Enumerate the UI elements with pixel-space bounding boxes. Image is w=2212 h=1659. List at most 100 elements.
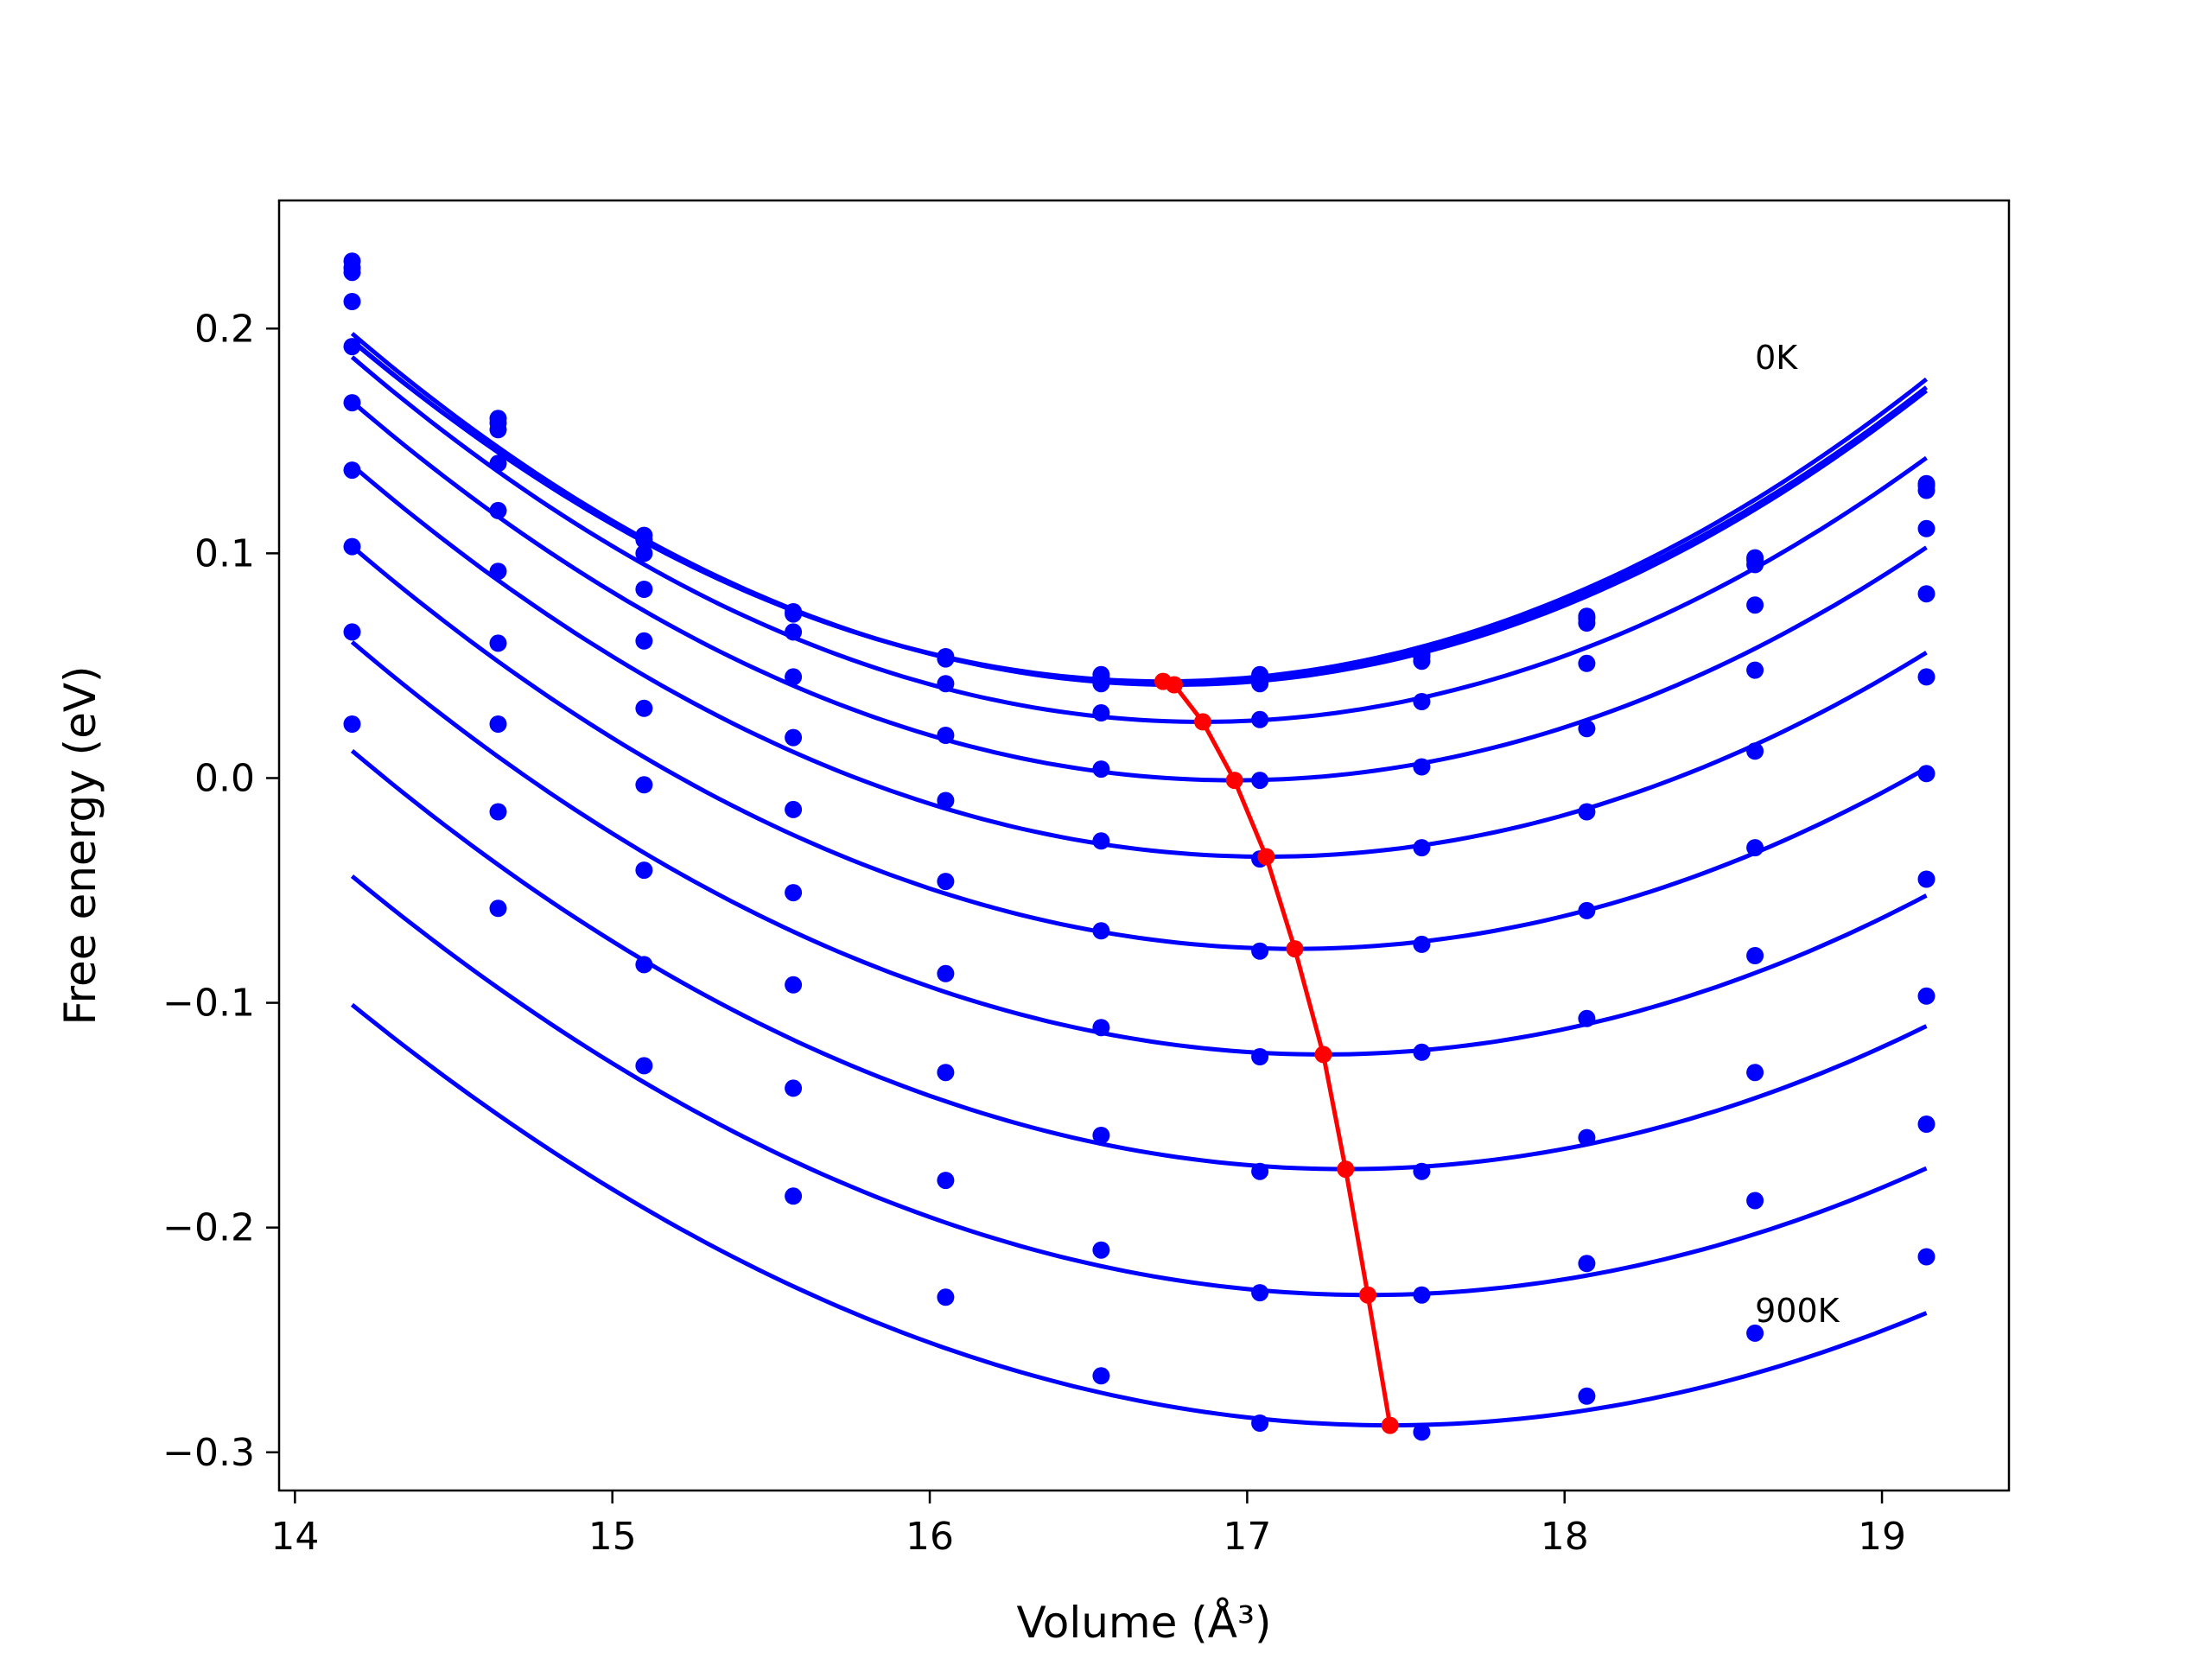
minimum-point-5 xyxy=(1286,940,1304,958)
data-point-2-5 xyxy=(1092,675,1110,693)
data-point-3-4 xyxy=(937,727,955,744)
data-point-8-5 xyxy=(1092,1127,1110,1144)
y-axis-ticks: 0.2 0.1 0.0 −0.1 −0.2 −0.3 xyxy=(162,307,279,1475)
y-tick-label-1: 0.1 xyxy=(194,531,255,575)
data-point-3-9 xyxy=(1746,596,1764,614)
data-point-3-1 xyxy=(489,454,507,473)
data-point-9-10 xyxy=(1917,1116,1936,1133)
data-point-8-2 xyxy=(635,956,653,974)
data-point-2-2 xyxy=(635,544,653,563)
data-point-7-3 xyxy=(785,976,803,994)
data-point-8-3 xyxy=(785,1079,803,1097)
fit-curve-6 xyxy=(350,544,1928,951)
data-point-9-9 xyxy=(1746,1192,1764,1210)
data-point-4-7 xyxy=(1413,758,1431,776)
plot-frame xyxy=(277,199,2011,1492)
x-tick-label-4: 18 xyxy=(1541,1515,1589,1559)
data-point-9-2 xyxy=(635,1057,653,1075)
data-point-6-9 xyxy=(1746,839,1764,857)
data-point-1-4 xyxy=(937,650,955,668)
x-tick-label-2: 16 xyxy=(906,1515,954,1559)
data-point-6-6 xyxy=(1251,942,1269,960)
data-point-4-6 xyxy=(1251,772,1269,790)
fit-curve-7 xyxy=(350,640,1928,1057)
data-point-8-0 xyxy=(343,623,361,641)
data-point-9-0 xyxy=(343,715,361,733)
data-point-7-7 xyxy=(1413,1043,1431,1061)
minima-group xyxy=(1154,672,1399,1434)
data-point-8-10 xyxy=(1917,987,1936,1005)
data-point-9-5 xyxy=(1092,1241,1110,1259)
data-point-8-4 xyxy=(937,1172,955,1190)
data-point-10-7 xyxy=(1413,1423,1431,1441)
data-point-8-7 xyxy=(1413,1162,1431,1180)
minimum-point-1 xyxy=(1165,676,1183,694)
data-point-2-9 xyxy=(1746,556,1764,574)
y-tick-label-5: −0.3 xyxy=(162,1431,255,1475)
fit-curve-9 xyxy=(350,874,1928,1298)
data-point-9-1 xyxy=(489,899,507,918)
data-point-4-5 xyxy=(1092,760,1110,779)
data-point-8-1 xyxy=(489,803,507,821)
data-point-6-2 xyxy=(635,776,653,794)
data-point-3-6 xyxy=(1251,710,1269,728)
data-point-7-6 xyxy=(1251,1048,1269,1065)
data-point-9-8 xyxy=(1578,1255,1596,1273)
data-point-7-9 xyxy=(1746,947,1764,964)
data-point-8-8 xyxy=(1578,1128,1596,1147)
x-tick-label-0: 14 xyxy=(270,1515,319,1559)
curve-group xyxy=(350,332,1929,1428)
data-point-10-10 xyxy=(1917,1248,1936,1266)
data-point-5-7 xyxy=(1413,839,1431,857)
fit-curve-5 xyxy=(350,463,1928,859)
data-point-5-9 xyxy=(1746,742,1764,760)
fit-curve-10 xyxy=(350,1002,1928,1428)
data-point-5-1 xyxy=(489,563,507,581)
data-point-6-5 xyxy=(1092,922,1110,940)
annotation-0k: 0K xyxy=(1755,339,1798,377)
y-tick-label-3: −0.1 xyxy=(162,982,255,1026)
data-point-6-8 xyxy=(1578,901,1596,919)
data-point-3-2 xyxy=(635,581,653,598)
minimum-point-9 xyxy=(1381,1416,1399,1434)
x-tick-label-5: 19 xyxy=(1858,1515,1906,1559)
x-tick-label-1: 15 xyxy=(588,1515,637,1559)
minimum-point-3 xyxy=(1225,772,1243,790)
data-point-5-4 xyxy=(937,873,955,891)
fit-curve-3 xyxy=(350,355,1928,724)
data-point-5-8 xyxy=(1578,803,1596,821)
data-point-2-8 xyxy=(1578,614,1596,632)
data-point-5-3 xyxy=(785,800,803,818)
point-group xyxy=(343,252,1936,1441)
data-point-7-1 xyxy=(489,715,507,733)
data-point-8-9 xyxy=(1746,1064,1764,1082)
minimum-point-8 xyxy=(1359,1286,1376,1304)
annotation-900k: 900K xyxy=(1755,1292,1840,1330)
data-point-4-1 xyxy=(489,501,507,519)
data-point-6-0 xyxy=(343,461,361,480)
data-point-10-6 xyxy=(1251,1414,1269,1432)
data-point-7-4 xyxy=(937,1064,955,1082)
data-point-2-10 xyxy=(1917,481,1936,499)
data-point-5-5 xyxy=(1092,832,1110,850)
y-tick-label-4: −0.2 xyxy=(162,1206,255,1250)
data-point-5-0 xyxy=(343,394,361,412)
data-point-3-3 xyxy=(785,668,803,686)
y-tick-label-2: 0.0 xyxy=(194,756,255,800)
fit-curve-2 xyxy=(350,332,1929,687)
data-point-1-3 xyxy=(785,605,803,623)
data-point-2-6 xyxy=(1251,675,1269,693)
data-point-2-1 xyxy=(489,421,507,439)
minimum-point-7 xyxy=(1337,1160,1355,1179)
data-point-10-5 xyxy=(1092,1367,1110,1385)
x-axis-label: Volume (Å³) xyxy=(1016,1598,1271,1648)
y-axis-label: Free energy (eV) xyxy=(55,665,105,1025)
data-point-3-10 xyxy=(1917,519,1936,537)
y-tick-label-0: 0.2 xyxy=(194,307,255,351)
data-point-2-0 xyxy=(343,264,361,282)
data-point-10-8 xyxy=(1578,1387,1596,1405)
data-point-9-7 xyxy=(1413,1286,1431,1304)
minimum-point-2 xyxy=(1194,713,1211,731)
data-point-1-2 xyxy=(635,531,653,549)
